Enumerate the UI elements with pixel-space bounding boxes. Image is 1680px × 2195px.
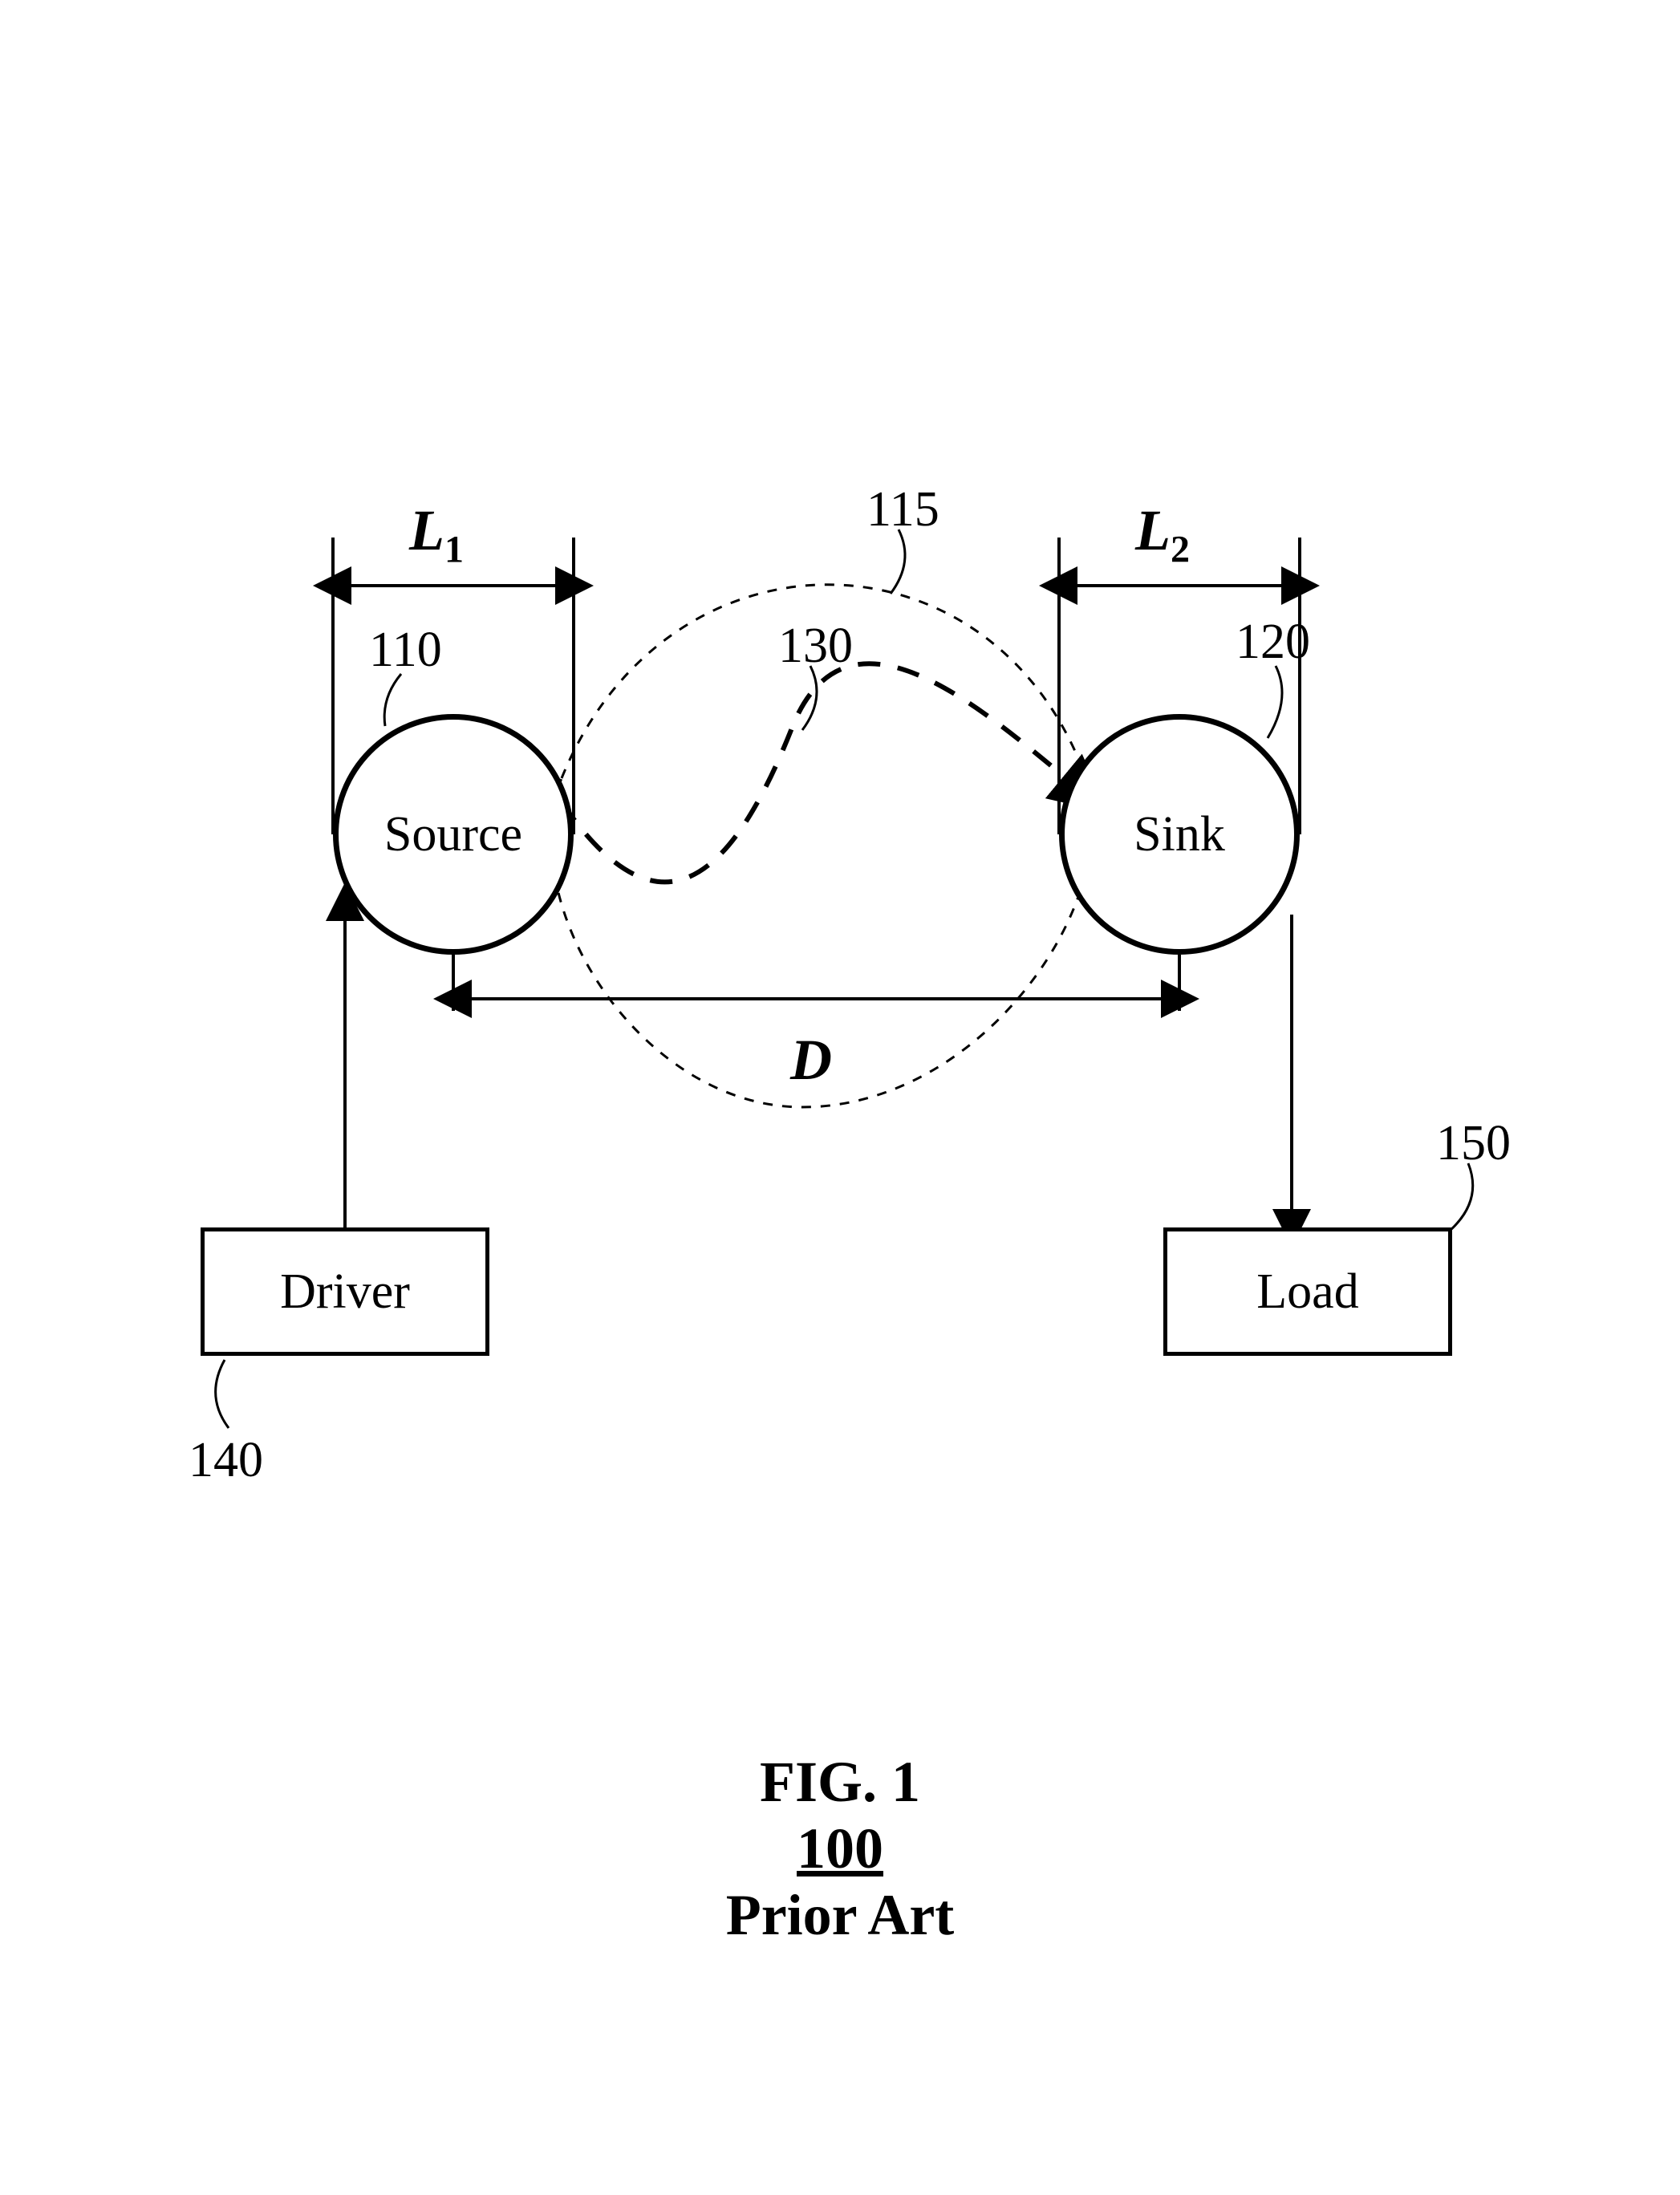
ref-140: 140: [189, 1432, 263, 1489]
leader-110: [384, 674, 401, 726]
figure-caption: FIG. 1 100 Prior Art: [0, 1749, 1680, 1949]
l2-sub: 2: [1171, 528, 1190, 570]
l1-sub: 1: [444, 528, 464, 570]
ref-150: 150: [1436, 1115, 1511, 1172]
diagram-container: Source Sink Driver Load L1 L2 D 110 120 …: [0, 0, 1680, 2195]
ref-130: 130: [778, 618, 853, 675]
ref-115: 115: [866, 481, 939, 538]
l1-symbol: L: [409, 498, 444, 562]
source-label: Source: [384, 806, 522, 863]
ref-120: 120: [1236, 614, 1310, 671]
leader-115: [891, 529, 905, 594]
d-label: D: [790, 1027, 832, 1093]
d-symbol: D: [790, 1028, 832, 1092]
leader-120: [1268, 666, 1282, 738]
l1-label: L1: [409, 497, 464, 571]
caption-num: 100: [0, 1816, 1680, 1882]
leader-150: [1444, 1163, 1473, 1235]
load-label: Load: [1256, 1264, 1358, 1321]
leader-140: [216, 1360, 229, 1428]
caption-fig: FIG. 1: [0, 1749, 1680, 1816]
driver-box: Driver: [201, 1227, 489, 1356]
sink-label: Sink: [1134, 806, 1225, 863]
source-node: Source: [333, 714, 574, 955]
ref-110: 110: [369, 622, 442, 679]
sink-node: Sink: [1059, 714, 1300, 955]
load-box: Load: [1163, 1227, 1452, 1356]
driver-label: Driver: [280, 1264, 410, 1321]
caption-sub: Prior Art: [0, 1882, 1680, 1949]
l2-symbol: L: [1135, 498, 1171, 562]
l2-label: L2: [1135, 497, 1190, 571]
